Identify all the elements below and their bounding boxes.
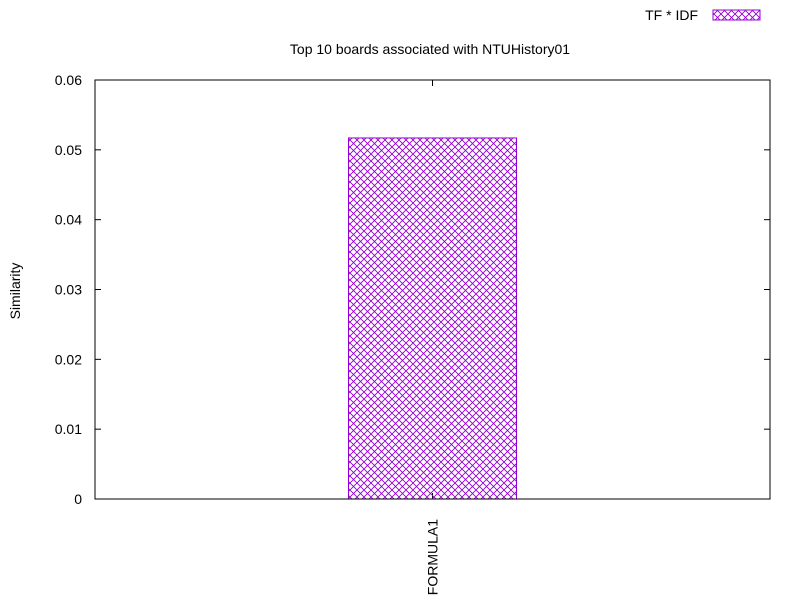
y-tick-label: 0.03 <box>55 282 82 298</box>
y-tick-label: 0.05 <box>55 142 82 158</box>
legend-swatch <box>712 9 761 21</box>
bars <box>348 137 517 500</box>
x-tick-labels: FORMULA1 <box>425 519 441 595</box>
legend: TF * IDF <box>645 7 761 23</box>
y-tick-label: 0 <box>74 491 82 507</box>
y-tick-label: 0.06 <box>55 72 82 88</box>
bar-formula1 <box>348 137 517 500</box>
x-tick-label: FORMULA1 <box>425 519 441 595</box>
y-axis-label: Similarity <box>7 263 23 320</box>
chart-title: Top 10 boards associated with NTUHistory… <box>290 41 570 57</box>
y-tick-label: 0.04 <box>55 212 82 228</box>
y-tick-label: 0.02 <box>55 351 82 367</box>
y-tick-labels: 0 0.01 0.02 0.03 0.04 0.05 0.06 <box>55 72 82 507</box>
y-tick-label: 0.01 <box>55 421 82 437</box>
legend-label: TF * IDF <box>645 7 698 23</box>
plot-frame <box>94 79 771 500</box>
